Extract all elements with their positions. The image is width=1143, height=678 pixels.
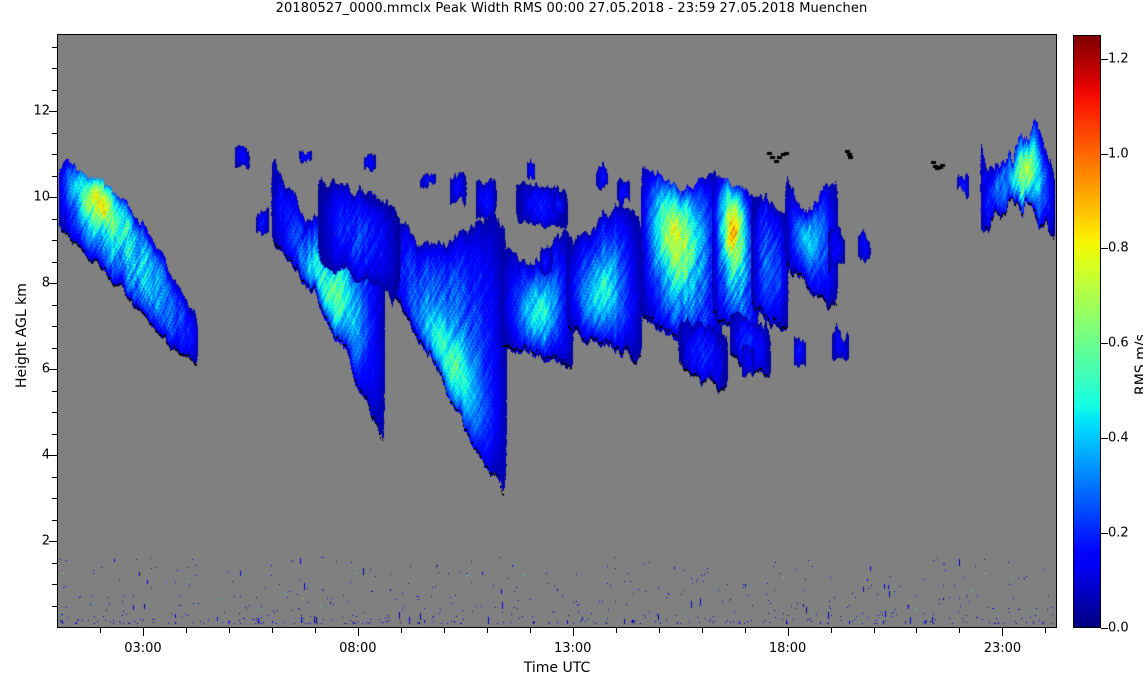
colorbar-label: RMS m/s: [1133, 334, 1143, 395]
x-axis-label: Time UTC: [523, 660, 591, 676]
y-tick: [49, 197, 57, 199]
y-tick-label: 10: [33, 189, 50, 205]
y-tick: [49, 369, 57, 371]
x-tick: [142, 628, 144, 636]
page-title: 20180527_0000.mmclx Peak Width RMS 00:00…: [275, 1, 868, 16]
x-tick: [873, 628, 875, 633]
x-tick: [400, 628, 402, 633]
x-tick: [99, 628, 101, 633]
y-tick: [52, 132, 57, 134]
y-tick: [52, 433, 57, 435]
x-tick: [1045, 628, 1047, 633]
y-tick-label: 6: [41, 361, 50, 377]
x-tick-label: 23:00: [983, 641, 1022, 656]
y-tick-label: 2: [41, 533, 50, 549]
colorbar-tick: [1101, 438, 1108, 440]
colorbar-tick: [1101, 248, 1108, 250]
colorbar-tick-label: 0.0: [1108, 620, 1129, 636]
x-tick: [830, 628, 832, 633]
x-tick: [314, 628, 316, 633]
x-tick: [744, 628, 746, 633]
colorbar-tick-label: 0.6: [1108, 335, 1129, 351]
y-tick: [52, 498, 57, 500]
x-tick-label: 03:00: [124, 641, 162, 656]
x-tick: [443, 628, 445, 633]
y-tick: [52, 261, 57, 263]
y-tick: [52, 46, 57, 48]
y-tick: [52, 584, 57, 586]
x-tick: [787, 628, 789, 636]
colorbar-tick-label: 0.8: [1108, 240, 1129, 256]
colorbar-tick-label: 1.2: [1108, 51, 1129, 67]
y-tick: [52, 154, 57, 156]
colorbar-tick-label: 0.4: [1108, 430, 1129, 446]
y-tick-label: 4: [41, 447, 50, 463]
y-tick: [52, 519, 57, 521]
x-tick: [959, 628, 961, 633]
y-tick: [49, 541, 57, 543]
y-tick: [52, 218, 57, 220]
y-tick: [52, 240, 57, 242]
plot-area: [57, 34, 1057, 628]
y-tick: [52, 175, 57, 177]
colorbar-tick: [1101, 58, 1108, 60]
colorbar-tick: [1101, 533, 1108, 535]
x-tick: [916, 628, 918, 633]
x-tick: [615, 628, 617, 633]
x-tick: [572, 628, 574, 636]
y-tick: [49, 455, 57, 457]
y-tick: [52, 68, 57, 70]
x-tick: [228, 628, 230, 633]
y-tick: [52, 476, 57, 478]
y-tick: [52, 412, 57, 414]
colorbar: [1073, 35, 1101, 628]
y-tick-label: 12: [33, 103, 50, 119]
y-tick: [52, 562, 57, 564]
heatmap-canvas: [58, 35, 1055, 626]
colorbar-tick: [1101, 153, 1108, 155]
x-tick: [529, 628, 531, 633]
y-tick: [52, 89, 57, 91]
y-tick: [52, 304, 57, 306]
y-tick: [52, 605, 57, 607]
y-axis-label: Height AGL km: [14, 283, 30, 388]
y-tick: [52, 390, 57, 392]
colorbar-tick: [1101, 343, 1108, 345]
x-tick: [1002, 628, 1004, 636]
y-tick: [49, 111, 57, 113]
x-tick: [357, 628, 359, 636]
y-tick: [52, 347, 57, 349]
colorbar-tick-label: 1.0: [1108, 146, 1129, 162]
x-tick: [185, 628, 187, 633]
x-tick: [271, 628, 273, 633]
x-tick: [658, 628, 660, 633]
y-tick: [49, 283, 57, 285]
y-tick: [52, 326, 57, 328]
colorbar-tick-label: 0.2: [1108, 525, 1129, 541]
y-tick-label: 8: [41, 275, 50, 291]
x-tick: [486, 628, 488, 633]
x-tick-label: 18:00: [768, 641, 807, 656]
colorbar-gradient: [1074, 36, 1100, 627]
x-tick: [701, 628, 703, 633]
x-tick-label: 13:00: [553, 641, 592, 656]
x-tick-label: 08:00: [339, 641, 377, 656]
colorbar-tick: [1101, 628, 1108, 629]
